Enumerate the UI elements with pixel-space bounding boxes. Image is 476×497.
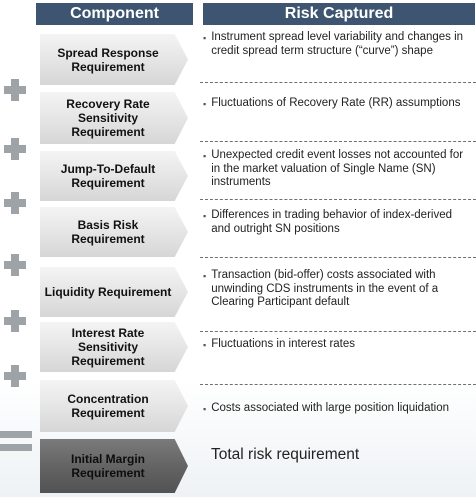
- bullet-icon: ▪: [203, 151, 207, 161]
- plus-icon: [4, 192, 26, 214]
- plus-icon: [4, 79, 26, 101]
- row-divider: [200, 82, 476, 83]
- row-divider: [200, 141, 476, 142]
- equals-icon: [0, 431, 32, 453]
- component-jump-to-default: Jump-To-Default Requirement: [40, 151, 188, 201]
- risk-text: Costs associated with large position liq…: [211, 402, 450, 414]
- component-basis-risk: Basis Risk Requirement: [40, 207, 188, 257]
- row-divider: [200, 257, 476, 258]
- risk-captured-header: Risk Captured: [203, 3, 475, 25]
- risk-jump-to-default: ▪ Unexpected credit event losses not acco…: [203, 149, 473, 190]
- risk-text: Transaction (bid-offer) costs associated…: [211, 269, 439, 308]
- component-spread-response: Spread Response Requirement: [40, 34, 188, 85]
- component-concentration: Concentration Requirement: [40, 380, 188, 432]
- risk-recovery-rate: ▪ Fluctuations of Recovery Rate (RR) assu…: [203, 97, 473, 112]
- risk-text: Unexpected credit event losses not accou…: [211, 149, 464, 188]
- risk-spread-response: ▪ Instrument spread level variability and…: [203, 31, 473, 58]
- component-recovery-rate: Recovery Rate Sensitivity Requirement: [40, 92, 188, 144]
- plus-icon: [4, 254, 26, 276]
- row-divider: [200, 199, 476, 200]
- risk-basis-risk: ▪ Differences in trading behavior of inde…: [203, 209, 473, 236]
- plus-icon: [4, 365, 26, 387]
- bullet-icon: ▪: [203, 340, 207, 350]
- risk-concentration: ▪ Costs associated with large position li…: [203, 402, 473, 417]
- plus-icon: [4, 138, 26, 160]
- bullet-icon: ▪: [203, 99, 207, 109]
- bullet-icon: ▪: [203, 33, 207, 43]
- plus-icon: [4, 310, 26, 332]
- component-liquidity: Liquidity Requirement: [40, 267, 188, 317]
- risk-interest-rate: ▪ Fluctuations in interest rates: [203, 338, 473, 353]
- risk-text: Differences in trading behavior of index…: [211, 209, 452, 235]
- component-initial-margin: Initial Margin Requirement: [40, 439, 188, 493]
- row-divider: [200, 384, 476, 385]
- risk-total: Total risk requirement: [211, 446, 360, 463]
- component-header: Component: [36, 3, 193, 25]
- bullet-icon: ▪: [203, 211, 207, 221]
- risk-text: Fluctuations of Recovery Rate (RR) assum…: [211, 97, 461, 109]
- risk-text: Instrument spread level variability and …: [211, 31, 464, 57]
- risk-liquidity: ▪ Transaction (bid-offer) costs associate…: [203, 269, 473, 310]
- bullet-icon: ▪: [203, 271, 207, 281]
- row-divider: [200, 331, 476, 332]
- risk-text: Fluctuations in interest rates: [211, 338, 356, 350]
- component-interest-rate: Interest Rate Sensitivity Requirement: [40, 322, 188, 372]
- bullet-icon: ▪: [203, 404, 207, 414]
